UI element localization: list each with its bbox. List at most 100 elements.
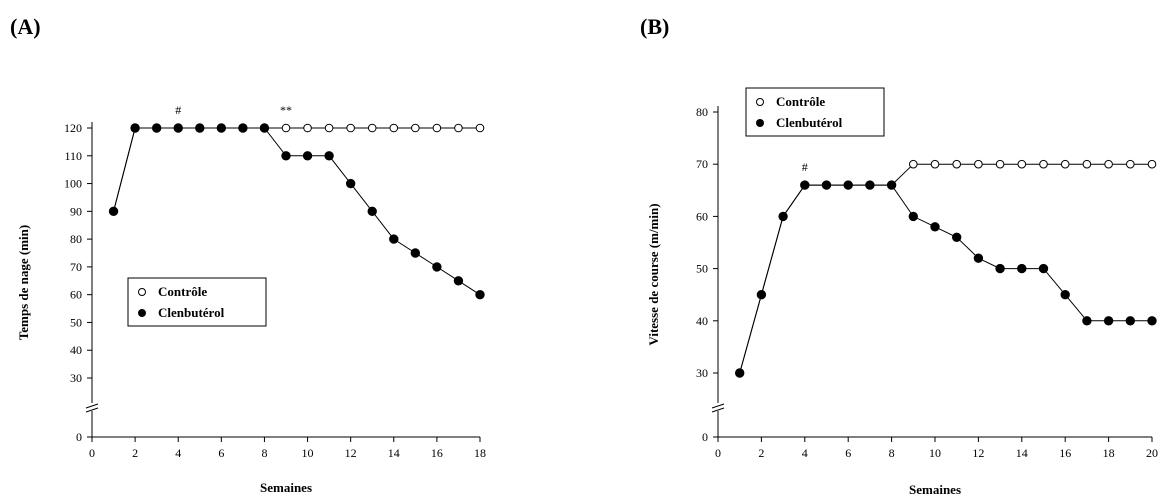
data-point-controle xyxy=(1147,159,1157,169)
data-point-clenbuterol xyxy=(865,180,875,190)
panel-a-label: (A) xyxy=(10,14,41,39)
significance-marker: ** xyxy=(280,103,292,117)
data-point-controle xyxy=(1017,159,1027,169)
y-tick-label: 40 xyxy=(70,343,82,357)
legend-marker-controle xyxy=(138,288,146,296)
data-point-controle xyxy=(346,123,355,133)
x-tick-label: 4 xyxy=(175,446,181,460)
data-point-clenbuterol xyxy=(735,368,745,378)
data-point-clenbuterol xyxy=(108,206,119,217)
data-point-clenbuterol xyxy=(886,180,897,190)
data-point-clenbuterol xyxy=(130,123,140,133)
data-point-clenbuterol xyxy=(195,123,205,133)
axis-break-mark xyxy=(711,407,725,413)
y-tick-label: 80 xyxy=(70,232,82,246)
data-point-controle xyxy=(281,123,291,133)
axis-break-mark xyxy=(711,403,725,409)
significance-marker: # xyxy=(802,160,808,174)
x-tick-label: 20 xyxy=(1146,446,1158,460)
y-tick-label: 90 xyxy=(70,204,82,218)
data-point-clenbuterol xyxy=(821,180,832,190)
data-point-clenbuterol xyxy=(908,211,918,222)
y-tick-label: 40 xyxy=(696,314,708,328)
y-tick-label: 30 xyxy=(696,366,708,380)
y-axis-title: Vitesse de course (m/min) xyxy=(646,203,661,345)
data-point-controle xyxy=(952,159,962,169)
y-tick-label: 60 xyxy=(696,209,708,223)
chart-swim-time: 0 2 4 6 8 10 12 14 16 18 0 30 40 50 60 70 80 90 100 110 120 S… xyxy=(16,103,486,495)
y-axis-title: Temps de nage (min) xyxy=(16,225,31,340)
legend-box xyxy=(745,87,885,137)
y-tick-label: 50 xyxy=(696,262,708,276)
data-point-clenbuterol xyxy=(995,263,1005,274)
data-point-clenbuterol xyxy=(1060,290,1070,300)
data-point-clenbuterol xyxy=(930,222,940,232)
chart-running-speed: 0 2 4 6 8 10 12 14 16 18 20 0 30 40 50 60 70 80 Semaines Vi… xyxy=(646,87,1158,497)
data-point-controle xyxy=(909,159,918,169)
y-tick-label: 110 xyxy=(64,149,82,163)
significance-marker: # xyxy=(175,103,181,117)
data-point-clenbuterol xyxy=(800,180,810,190)
data-point-controle xyxy=(1082,159,1092,169)
panel-b-label: (B) xyxy=(640,14,670,39)
y-tick-label: 80 xyxy=(696,105,708,119)
x-tick-label: 0 xyxy=(715,446,721,460)
series-line-clenbuterol xyxy=(113,127,481,296)
legend-marker-clenbuterol xyxy=(138,309,146,317)
data-point-clenbuterol xyxy=(238,123,248,133)
data-point-clenbuterol xyxy=(475,289,485,300)
y-tick-label: 0 xyxy=(702,430,708,444)
x-tick-label: 14 xyxy=(388,446,400,460)
legend-label-controle: Contrôle xyxy=(158,284,207,299)
data-point-clenbuterol xyxy=(756,290,767,300)
data-point-controle xyxy=(454,123,463,133)
data-point-clenbuterol xyxy=(151,123,162,133)
x-tick-label: 12 xyxy=(972,446,984,460)
x-tick-label: 0 xyxy=(89,446,95,460)
x-tick-label: 6 xyxy=(845,446,851,460)
data-point-controle xyxy=(475,123,485,133)
data-point-clenbuterol xyxy=(324,151,334,161)
data-point-controle xyxy=(411,123,420,133)
x-axis-title: Semaines xyxy=(909,482,961,497)
data-point-clenbuterol xyxy=(345,178,356,189)
x-tick-label: 10 xyxy=(929,446,941,460)
x-axis-title: Semaines xyxy=(260,480,312,495)
data-point-clenbuterol xyxy=(389,234,399,244)
y-tick-label: 60 xyxy=(70,288,82,302)
data-point-clenbuterol xyxy=(259,123,270,133)
data-point-clenbuterol xyxy=(778,211,788,222)
data-point-clenbuterol xyxy=(843,180,853,190)
data-point-controle xyxy=(1039,159,1048,169)
legend-label-clenbuterol: Clenbutérol xyxy=(776,115,843,130)
series-line-clenbuterol xyxy=(739,184,1152,374)
series-line-controle xyxy=(113,127,480,212)
x-tick-label: 14 xyxy=(1016,446,1028,460)
data-point-controle xyxy=(1060,159,1070,169)
axis-break-mark xyxy=(85,403,99,409)
data-point-clenbuterol xyxy=(1017,263,1027,274)
data-point-controle xyxy=(974,159,983,169)
x-tick-label: 2 xyxy=(758,446,764,460)
data-point-controle xyxy=(432,123,442,133)
x-tick-label: 16 xyxy=(431,446,443,460)
data-point-clenbuterol xyxy=(1103,316,1114,326)
data-point-controle xyxy=(324,123,334,133)
x-tick-label: 16 xyxy=(1059,446,1071,460)
data-point-clenbuterol xyxy=(1082,316,1092,326)
x-tick-label: 8 xyxy=(261,446,267,460)
data-point-controle xyxy=(1104,159,1113,169)
data-point-controle xyxy=(303,123,312,133)
axis-break-mark xyxy=(85,407,99,413)
data-point-clenbuterol xyxy=(1038,263,1049,274)
data-point-controle xyxy=(1126,159,1135,169)
data-point-clenbuterol xyxy=(410,248,421,258)
data-point-clenbuterol xyxy=(952,232,962,242)
data-point-clenbuterol xyxy=(173,123,183,133)
x-tick-label: 2 xyxy=(132,446,138,460)
data-point-clenbuterol xyxy=(432,262,442,272)
legend-label-controle: Contrôle xyxy=(776,94,825,109)
x-tick-label: 12 xyxy=(345,446,357,460)
x-tick-label: 4 xyxy=(802,446,808,460)
y-tick-label: 70 xyxy=(70,260,82,274)
